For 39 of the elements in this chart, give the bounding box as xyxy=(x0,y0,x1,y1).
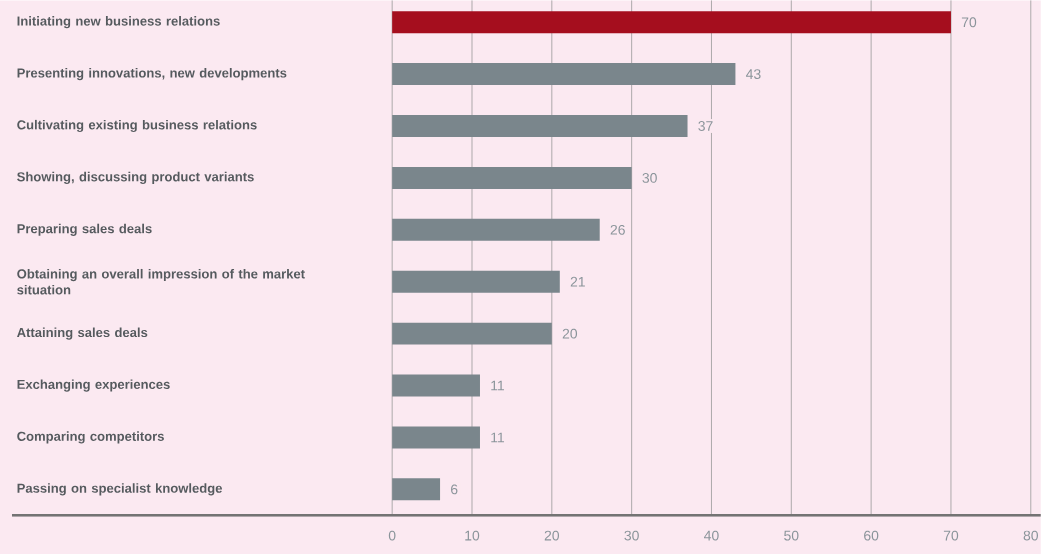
bar xyxy=(392,166,632,189)
data-label: 20 xyxy=(562,328,578,339)
y-tick-label: Preparing sales deals xyxy=(17,223,152,236)
y-tick-label: Showing, discussing product variants xyxy=(17,171,254,184)
bar xyxy=(392,11,951,34)
data-label: 6 xyxy=(451,484,458,495)
data-label: 26 xyxy=(610,224,625,235)
y-tick-label: Presenting innovations, new developments xyxy=(17,67,287,81)
x-tick-label: 20 xyxy=(544,530,560,541)
bar xyxy=(392,374,480,397)
data-label: 11 xyxy=(491,380,505,391)
data-label: 43 xyxy=(745,69,761,79)
bar xyxy=(392,270,560,293)
y-tick-label: Exchanging experiences xyxy=(17,379,170,392)
bar xyxy=(392,322,552,345)
y-tick-label: Initiating new business relations xyxy=(17,15,220,29)
bar xyxy=(392,426,480,449)
x-tick-label: 10 xyxy=(465,530,480,541)
x-tick-label: 60 xyxy=(864,530,879,541)
y-tick-label: Passing on specialist knowledge xyxy=(17,483,223,496)
x-tick-label: 40 xyxy=(704,530,719,541)
data-label: 21 xyxy=(570,276,585,287)
data-label: 70 xyxy=(961,17,977,28)
y-tick-label: Cultivating existing business relations xyxy=(17,119,257,133)
y-tick-label: Obtaining an overall impression of the market situation xyxy=(17,268,305,295)
x-tick-label: 30 xyxy=(624,530,639,541)
bar xyxy=(392,478,441,501)
x-tick-label: 0 xyxy=(388,530,396,541)
data-label: 30 xyxy=(642,172,657,183)
x-tick-label: 80 xyxy=(1023,530,1039,541)
y-tick-label: Comparing competitors xyxy=(17,431,164,444)
bar xyxy=(392,63,736,85)
bar xyxy=(392,218,600,241)
x-tick-label: 70 xyxy=(943,530,959,541)
data-label: 37 xyxy=(698,120,713,131)
x-tick-label: 50 xyxy=(784,530,799,541)
data-label: 11 xyxy=(491,432,505,443)
y-tick-label: Attaining sales deals xyxy=(17,327,148,340)
bar xyxy=(392,114,688,137)
